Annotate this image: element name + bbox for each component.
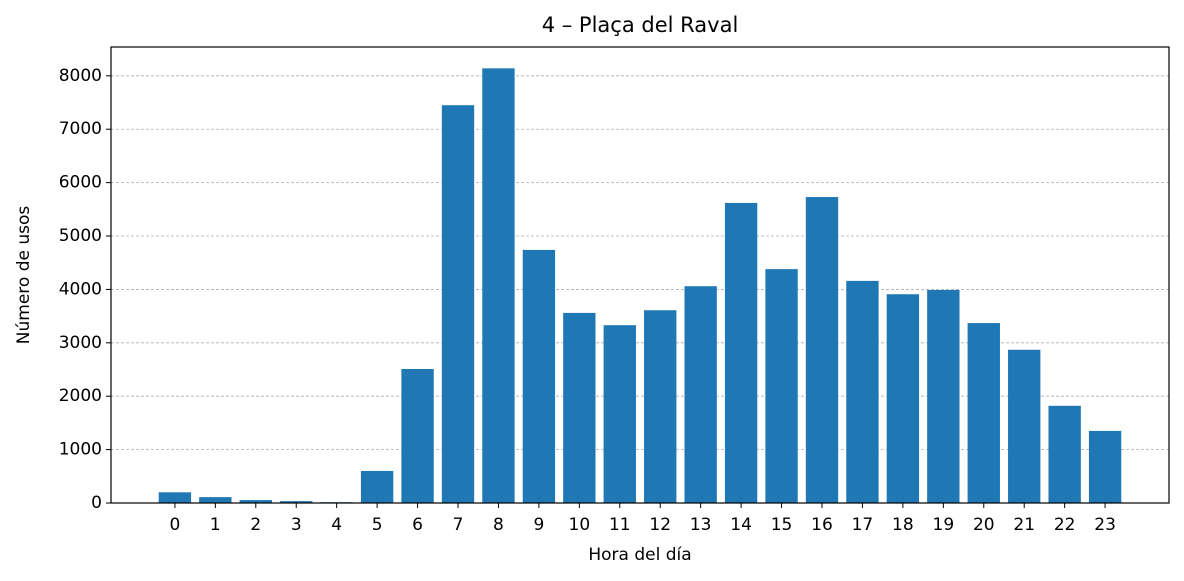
y-tick-label: 3000 <box>59 333 102 353</box>
y-tick-label: 7000 <box>59 119 102 139</box>
y-tick-label: 4000 <box>59 279 102 299</box>
bar <box>765 269 798 503</box>
y-tick-label: 5000 <box>59 226 102 246</box>
x-tick-label: 15 <box>771 515 793 535</box>
bar <box>927 289 960 503</box>
x-tick-label: 5 <box>372 515 383 535</box>
x-tick-label: 2 <box>250 515 261 535</box>
bar <box>482 68 515 504</box>
bar <box>805 197 839 503</box>
bar <box>886 294 920 503</box>
bar <box>158 492 192 503</box>
x-tick-label: 3 <box>291 515 302 535</box>
x-tick-label: 20 <box>973 515 995 535</box>
x-tick-label: 11 <box>609 515 631 535</box>
y-tick-label: 1000 <box>59 440 102 460</box>
x-tick-label: 19 <box>933 515 955 535</box>
bar <box>1088 430 1122 503</box>
chart-title: 4 – Plaça del Raval <box>542 13 739 37</box>
x-tick-label: 13 <box>690 515 712 535</box>
y-tick-label: 2000 <box>59 386 102 406</box>
x-tick-label: 1 <box>210 515 221 535</box>
bar <box>724 202 758 503</box>
x-axis-label: Hora del día <box>588 545 691 565</box>
y-tick-label: 0 <box>91 493 102 513</box>
plot-frame <box>110 46 1170 504</box>
bar <box>846 280 879 503</box>
bar <box>644 310 677 503</box>
bar <box>1048 405 1081 503</box>
bar <box>684 286 717 503</box>
bar <box>401 368 434 503</box>
x-tick-label: 12 <box>649 515 671 535</box>
bar <box>360 470 394 503</box>
x-tick-label: 9 <box>533 515 544 535</box>
y-tick-label: 8000 <box>59 66 102 86</box>
bar <box>522 249 556 503</box>
x-tick-label: 4 <box>331 515 342 535</box>
bar <box>280 501 313 503</box>
x-tick-label: 16 <box>811 515 833 535</box>
y-axis-label: Número de usos <box>14 206 34 345</box>
x-tick-label: 18 <box>892 515 914 535</box>
bar <box>563 312 596 503</box>
x-tick-label: 23 <box>1094 515 1116 535</box>
x-tick-label: 14 <box>730 515 752 535</box>
x-tick-label: 6 <box>412 515 423 535</box>
x-tick-label: 10 <box>569 515 591 535</box>
bar <box>967 323 1000 503</box>
x-tick-label: 21 <box>1013 515 1035 535</box>
bar <box>1008 349 1041 503</box>
x-tick-label: 0 <box>169 515 180 535</box>
y-tick-label: 6000 <box>59 173 102 193</box>
x-tick-label: 17 <box>852 515 874 535</box>
bar <box>239 500 272 503</box>
x-tick-label: 22 <box>1054 515 1076 535</box>
x-tick-label: 8 <box>493 515 504 535</box>
x-tick-label: 7 <box>453 515 464 535</box>
bar <box>603 325 636 503</box>
bar <box>441 105 475 503</box>
bar <box>199 497 232 503</box>
